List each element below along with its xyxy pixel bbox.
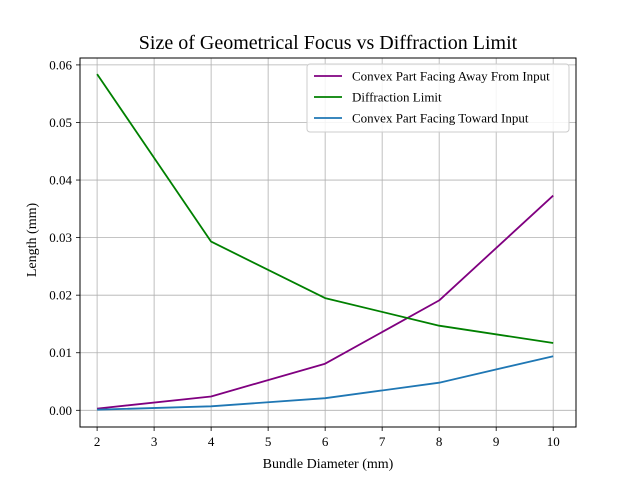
x-tick-label: 6 bbox=[322, 434, 329, 449]
y-tick-label: 0.02 bbox=[49, 288, 72, 303]
x-tick-label: 9 bbox=[493, 434, 500, 449]
legend-box bbox=[306, 63, 570, 133]
y-tick-label: 0.06 bbox=[49, 57, 72, 72]
chart-title: Size of Geometrical Focus vs Diffraction… bbox=[139, 32, 518, 54]
x-axis-ticks: 2 3 4 5 6 7 8 9 10 bbox=[94, 427, 560, 449]
y-tick-label: 0.04 bbox=[49, 173, 72, 188]
x-tick-label: 2 bbox=[94, 434, 101, 449]
plot-frame bbox=[79, 57, 577, 428]
x-tick-label: 7 bbox=[379, 434, 386, 449]
series-line-2 bbox=[97, 355, 554, 411]
y-axis-ticks: 0.00 0.01 0.02 0.03 0.04 0.05 0.06 bbox=[49, 57, 80, 418]
legend-label-2: Convex Part Facing Toward Input bbox=[352, 111, 529, 126]
x-tick-label: 8 bbox=[436, 434, 443, 449]
x-tick-label: 10 bbox=[547, 434, 560, 449]
y-tick-label: 0.05 bbox=[49, 115, 72, 130]
x-tick-label: 4 bbox=[208, 434, 215, 449]
y-tick-label: 0.00 bbox=[49, 403, 72, 418]
legend-label-1: Diffraction Limit bbox=[352, 90, 442, 105]
x-tick-label: 5 bbox=[265, 434, 272, 449]
y-tick-label: 0.03 bbox=[49, 230, 72, 245]
series-lines bbox=[96, 73, 554, 411]
y-axis-label: Length (mm) bbox=[25, 203, 40, 278]
x-tick-label: 3 bbox=[151, 434, 158, 449]
series-line-1 bbox=[96, 73, 554, 344]
series-line-0 bbox=[97, 194, 554, 410]
legend: Convex Part Facing Away From Input Diffra… bbox=[306, 63, 570, 133]
y-tick-label: 0.01 bbox=[49, 345, 72, 360]
x-axis-label: Bundle Diameter (mm) bbox=[263, 457, 394, 472]
legend-label-0: Convex Part Facing Away From Input bbox=[352, 69, 550, 84]
